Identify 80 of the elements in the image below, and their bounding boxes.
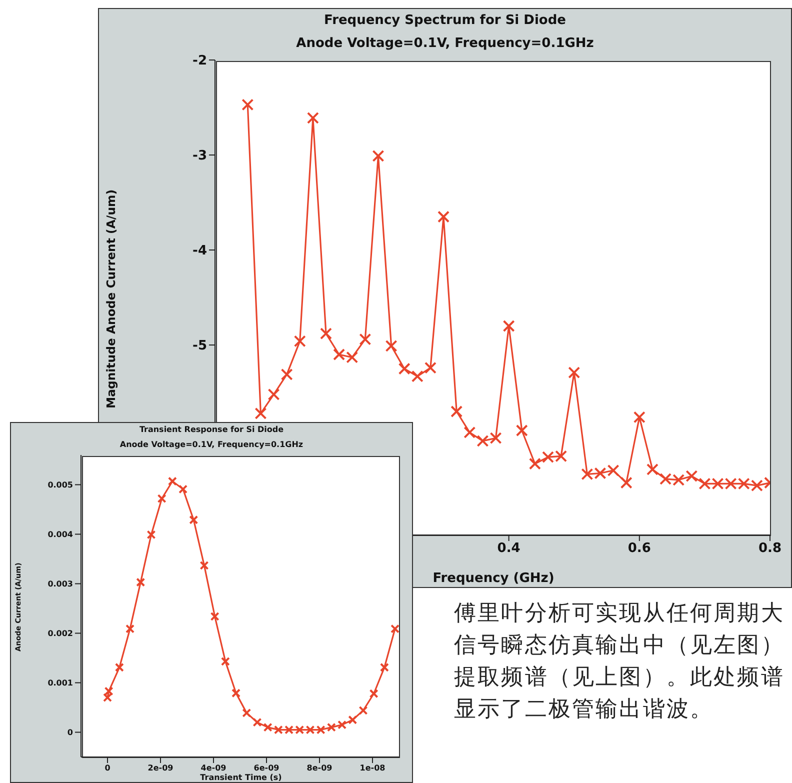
point xyxy=(369,689,378,698)
point xyxy=(633,411,646,424)
point xyxy=(338,720,347,730)
point xyxy=(114,662,124,672)
point xyxy=(178,484,188,494)
chart-title: Frequency Spectrum for Si Diode xyxy=(323,12,567,28)
point xyxy=(490,432,502,444)
x-axis-title: Frequency (GHz) xyxy=(432,571,554,586)
point xyxy=(210,612,220,621)
x-tick-label: 8e-09 xyxy=(306,764,333,773)
y-axis-title: Magnitude Anode Current (A/um) xyxy=(104,188,118,408)
point xyxy=(528,458,541,470)
point xyxy=(348,715,358,724)
point xyxy=(502,320,515,332)
point xyxy=(294,335,306,348)
y-tick-label: 0.005 xyxy=(48,480,74,490)
point xyxy=(424,362,436,374)
point xyxy=(263,722,272,732)
x-tick-label: 0.6 xyxy=(628,541,651,556)
point xyxy=(252,718,262,727)
point xyxy=(358,706,368,715)
point xyxy=(516,424,528,436)
point xyxy=(438,210,450,223)
point xyxy=(146,530,156,540)
x-tick-label: 1e-08 xyxy=(360,764,386,773)
point xyxy=(450,406,463,418)
point xyxy=(359,333,372,346)
point xyxy=(232,688,241,698)
point xyxy=(607,464,620,476)
chart-subtitle: Anode Voltage=0.1V, Frequency=0.1GHz xyxy=(295,36,595,52)
point xyxy=(157,494,166,504)
point xyxy=(104,686,114,696)
point xyxy=(464,426,476,438)
x-axis-title: Transient Time (s) xyxy=(200,773,282,782)
x-tick-label: 2e-09 xyxy=(148,764,174,773)
point xyxy=(390,624,399,634)
point xyxy=(346,351,358,364)
point xyxy=(220,656,230,666)
chart-subtitle: Anode Voltage=0.1V, Frequency=0.1GHz xyxy=(118,440,304,449)
y-tick-label: 0.002 xyxy=(48,629,73,638)
point xyxy=(326,722,336,732)
point xyxy=(372,150,384,162)
point xyxy=(333,348,346,360)
point xyxy=(103,693,112,702)
text: 傅里叶分析可实现从任何周期大信号瞬态仿真输出中（见左图）提取频谱（见上图）。此处频谱显示了二极管输出谐波。 xyxy=(454,600,786,724)
y-tick-label: -3 xyxy=(192,148,207,164)
x-tick-label: 6e-09 xyxy=(254,764,280,773)
point xyxy=(380,662,389,672)
y-tick-label: -2 xyxy=(192,54,207,69)
point xyxy=(200,560,209,570)
point xyxy=(189,515,198,524)
point xyxy=(620,476,632,489)
point xyxy=(168,476,177,486)
point xyxy=(398,362,410,375)
point xyxy=(136,578,146,587)
x-tick-label: 4e-09 xyxy=(200,764,227,773)
point xyxy=(686,470,698,482)
y-tick-label: -4 xyxy=(192,244,207,259)
point xyxy=(411,370,424,382)
point xyxy=(320,328,332,340)
point xyxy=(476,434,489,447)
point xyxy=(385,340,398,352)
chart-title: Transient Response for Si Diode xyxy=(138,425,285,434)
point xyxy=(242,708,252,718)
point xyxy=(126,624,135,634)
x-tick-label: 0 xyxy=(104,764,111,773)
y-tick-label: -5 xyxy=(192,338,207,354)
y-tick-label: 0.004 xyxy=(48,530,74,540)
point xyxy=(268,388,280,400)
point xyxy=(280,368,293,380)
y-tick-label: 0.003 xyxy=(48,580,73,589)
point xyxy=(306,112,319,124)
point xyxy=(242,98,254,111)
point xyxy=(254,407,267,420)
point xyxy=(568,366,580,379)
y-tick-label: 0.001 xyxy=(48,678,74,688)
point xyxy=(646,463,658,476)
y-tick-label: 0 xyxy=(67,728,74,738)
x-tick-label: 0.4 xyxy=(497,541,520,556)
x-tick-label: 0.8 xyxy=(758,541,782,556)
